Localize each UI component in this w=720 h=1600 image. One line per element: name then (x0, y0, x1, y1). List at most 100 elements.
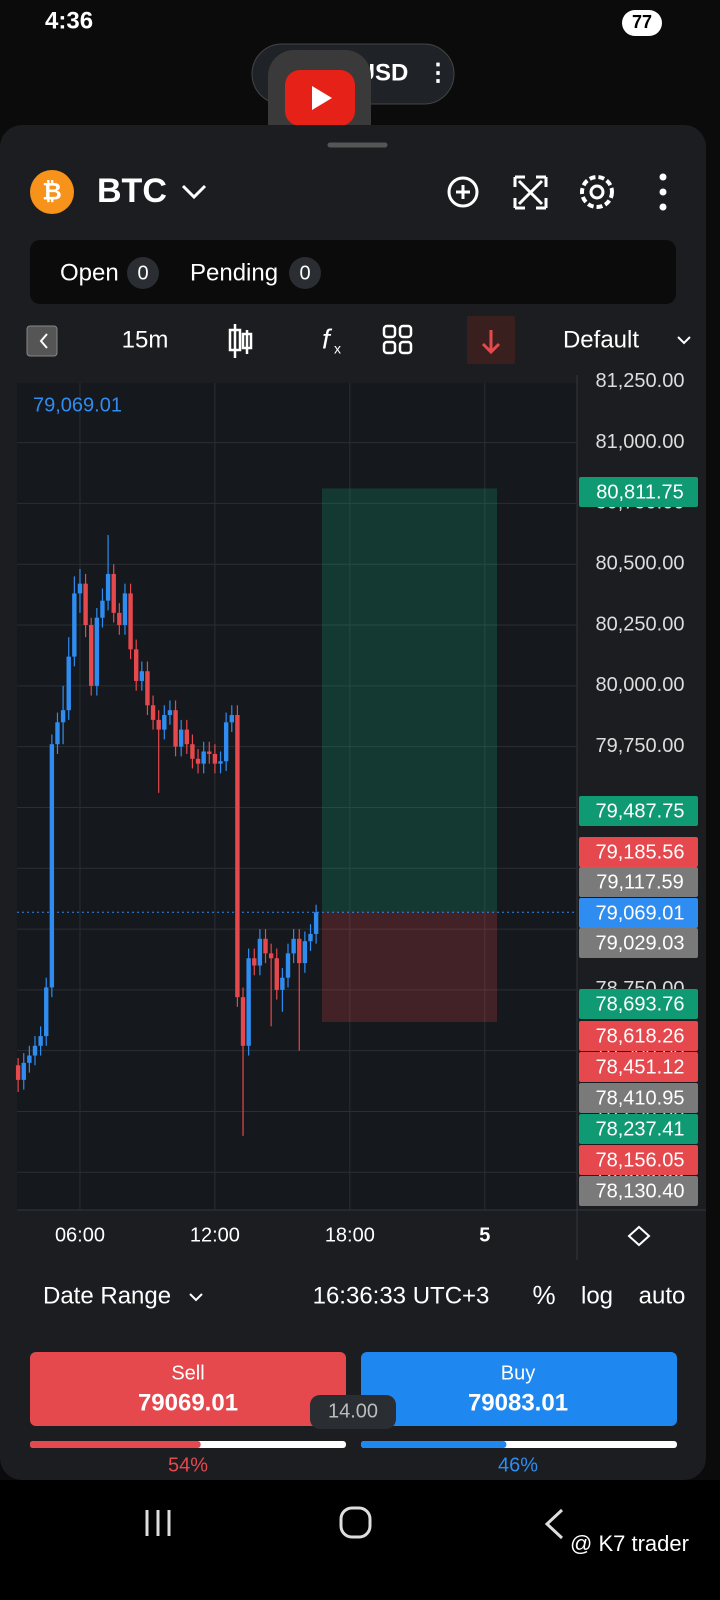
loss-zone (322, 912, 497, 1022)
candle-body (235, 715, 240, 998)
axis-settings[interactable] (627, 1225, 651, 1247)
candle-body (94, 617, 100, 686)
candle-body (280, 977, 285, 990)
layout-icon[interactable] (382, 324, 413, 355)
date-range-chevron[interactable] (189, 1293, 203, 1302)
candle-body (27, 1055, 32, 1063)
candle-body (240, 997, 246, 1046)
percent-toggle[interactable]: % (532, 1280, 555, 1310)
candle-body (117, 612, 122, 626)
alert-icon[interactable] (447, 176, 479, 208)
candle-body (252, 958, 257, 966)
price-label-box (579, 928, 698, 958)
candle-body (184, 729, 189, 745)
candle-body (274, 958, 279, 990)
candle-body (195, 758, 201, 764)
price-label-box (579, 1083, 698, 1113)
nav-recents[interactable] (145, 1510, 171, 1536)
indicators-icon[interactable]: f (322, 323, 333, 354)
price-label: 78,130.40 (596, 1180, 685, 1202)
candle-body (229, 715, 234, 723)
price-label: 79,069.01 (596, 902, 685, 924)
candle-body (100, 600, 105, 618)
symbol-chevron[interactable] (181, 184, 207, 200)
price-label: 78,451.12 (596, 1056, 685, 1078)
candle-body (21, 1062, 26, 1080)
candle-body (72, 593, 77, 657)
price-label: 78,618.26 (596, 1025, 685, 1047)
badge (127, 257, 159, 289)
candle-body (128, 593, 133, 650)
x-tick-label: 12:00 (190, 1224, 240, 1246)
nav-back[interactable] (544, 1508, 564, 1540)
candle-body (285, 953, 291, 978)
candle-body (55, 722, 60, 745)
candle-body (263, 938, 268, 954)
y-tick-label: 80,250.00 (596, 613, 685, 635)
clock: 16:36:33 UTC+3 (313, 1282, 490, 1309)
pill-menu[interactable]: ⋮ (426, 59, 450, 86)
y-tick-label: 80,500.00 (596, 552, 685, 574)
buy-label: Buy (501, 1362, 535, 1384)
y-tick-label: 81,000.00 (596, 431, 685, 453)
sell-label: Sell (171, 1362, 204, 1384)
price-label-box (579, 1176, 698, 1206)
date-range[interactable]: Date Range (43, 1282, 171, 1309)
indicators-icon-x: x (334, 341, 341, 357)
settings-center (589, 184, 605, 200)
sell-share-bar (30, 1441, 201, 1448)
buy-button[interactable] (361, 1352, 677, 1426)
candle-body (111, 573, 116, 613)
candle-body (162, 715, 167, 730)
interval[interactable]: 15m (122, 326, 169, 353)
candle-body (313, 912, 319, 934)
candle-body (133, 649, 139, 681)
candle-body (297, 938, 302, 964)
price-label: 80,811.75 (596, 481, 684, 503)
fullscreen-icon[interactable] (513, 175, 548, 210)
candle-body (105, 573, 111, 601)
price-label-box (579, 477, 698, 507)
candle-body (89, 625, 94, 686)
log-toggle[interactable]: log (581, 1282, 613, 1309)
candle-body (150, 705, 156, 720)
candle-body (139, 671, 145, 681)
candle-body (212, 753, 218, 764)
btc-icon (30, 170, 74, 214)
price-label-box (579, 796, 698, 826)
nav-home[interactable] (339, 1506, 372, 1539)
price-label: 79,185.56 (596, 841, 685, 863)
plot-area (17, 383, 577, 1210)
candle-body (60, 710, 66, 723)
nav-bar (0, 1480, 720, 1600)
btc-icon-glyph: ₿ (42, 178, 62, 205)
candle-body (173, 710, 178, 747)
tab-open-count: 0 (137, 262, 148, 284)
settings-icon[interactable] (580, 175, 614, 209)
watermark: @ K7 trader (570, 1531, 689, 1556)
chart-type-icon[interactable] (228, 324, 253, 358)
auto-toggle[interactable]: auto (639, 1282, 686, 1309)
tab-pending[interactable]: Pending (190, 259, 278, 286)
price-label-box (579, 898, 698, 928)
candle-body (38, 1036, 43, 1046)
status-time: 4:36 (45, 7, 93, 34)
template-chevron[interactable] (677, 336, 691, 345)
sell-button[interactable] (30, 1352, 346, 1426)
candle-body (308, 933, 313, 942)
template[interactable]: Default (563, 326, 639, 353)
candle-body (207, 751, 212, 754)
candle-body (15, 1065, 21, 1080)
spread-pill (310, 1395, 396, 1429)
candle-body (190, 744, 195, 759)
y-tick-label: 79,750.00 (596, 735, 685, 757)
tab-open[interactable]: Open (60, 259, 119, 286)
x-tick-label: 5 (479, 1224, 490, 1246)
spread: 14.00 (328, 1400, 378, 1422)
price-label-box (579, 989, 698, 1019)
x-tick-label: 06:00 (55, 1224, 105, 1246)
symbol[interactable]: BTC (97, 172, 167, 210)
more-icon[interactable] (659, 173, 667, 211)
alert-plus (456, 185, 470, 199)
panel-toggle-arrow (39, 333, 48, 349)
